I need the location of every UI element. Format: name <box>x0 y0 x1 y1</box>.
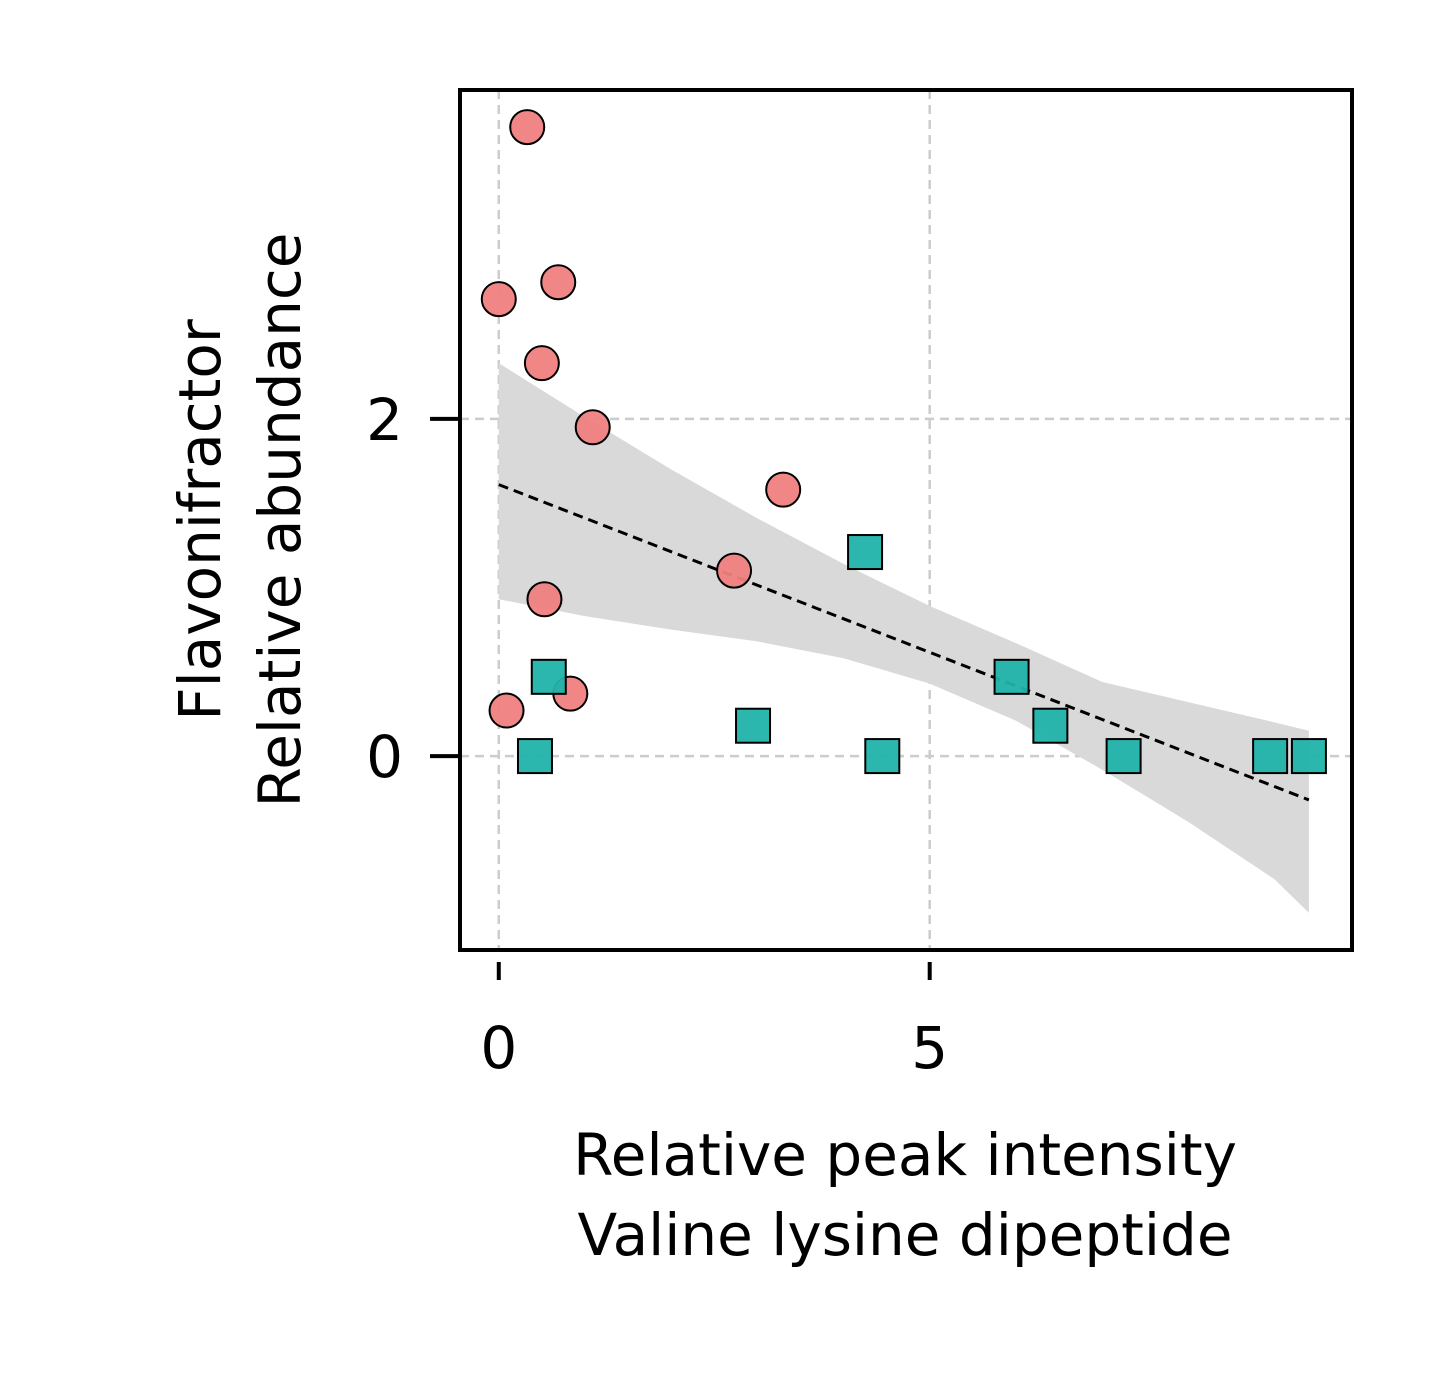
square-point <box>735 707 772 744</box>
circle-point <box>540 264 577 301</box>
square-point <box>530 658 567 695</box>
circle-point <box>574 409 611 446</box>
circle-point <box>480 281 517 318</box>
plot-frame <box>458 88 1354 952</box>
trend-line-layer <box>498 483 1310 802</box>
square-point <box>864 738 901 775</box>
square-point <box>1252 738 1289 775</box>
x-tick-label: 5 <box>911 1014 948 1082</box>
x-axis-label-line-1: Relative peak intensity <box>573 1121 1237 1189</box>
y-axis-label-line-1: Flavonifractor <box>166 319 234 721</box>
circle-point <box>523 345 560 382</box>
circle-point <box>716 552 753 589</box>
confidence-band-layer <box>498 363 1309 913</box>
y-axis-label-line-2: Relative abundance <box>246 233 314 808</box>
circle-point <box>488 692 525 729</box>
y-tick-label: 2 <box>366 386 403 454</box>
x-tick-label: 0 <box>480 1014 517 1082</box>
x-axis-label-line-2: Valine lysine dipeptide <box>577 1201 1232 1269</box>
square-point <box>1032 707 1069 744</box>
circle-point <box>765 471 802 508</box>
square-point <box>1290 738 1327 775</box>
circle-point <box>526 581 563 618</box>
axis-ticks: 0 5 0 2 <box>366 386 948 1082</box>
square-point <box>516 738 553 775</box>
y-tick-label: 0 <box>366 723 403 791</box>
confidence-band <box>498 363 1309 913</box>
axis-labels: Relative peak intensity Valine lysine di… <box>166 233 1237 1269</box>
square-point <box>993 658 1030 695</box>
data-points <box>480 109 1327 775</box>
circle-point <box>509 109 546 146</box>
trend-line <box>498 483 1310 802</box>
square-point <box>1105 738 1142 775</box>
square-point <box>847 534 884 571</box>
